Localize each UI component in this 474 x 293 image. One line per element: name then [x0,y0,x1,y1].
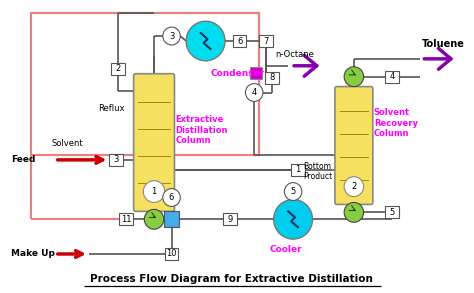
Circle shape [344,202,364,222]
Text: 3: 3 [169,32,174,40]
Circle shape [284,183,302,200]
Bar [119,213,133,225]
Bar [233,35,246,47]
FancyBboxPatch shape [134,74,174,211]
Text: 11: 11 [120,215,131,224]
Bar [165,248,178,260]
Text: 5: 5 [390,208,395,217]
Text: Make Up: Make Up [11,249,55,258]
Bar [291,164,305,176]
Text: Solvent
Recovery
Column: Solvent Recovery Column [374,108,418,138]
Text: Toluene: Toluene [421,39,465,49]
Circle shape [144,209,164,229]
Text: 8: 8 [269,73,274,82]
Text: 2: 2 [116,64,121,73]
Text: 6: 6 [237,37,242,45]
Text: Feed: Feed [11,155,36,164]
Text: Process Flow Diagram for Extractive Distillation: Process Flow Diagram for Extractive Dist… [91,274,373,284]
Circle shape [273,200,312,239]
Text: Reflux: Reflux [99,104,125,113]
Text: Condenser: Condenser [210,69,264,78]
Circle shape [143,181,165,202]
Circle shape [163,189,180,207]
Circle shape [163,27,180,45]
Bar [385,207,399,218]
Text: 6: 6 [169,193,174,202]
Bar [265,72,279,84]
Text: n-Octane: n-Octane [275,50,314,59]
Text: 4: 4 [252,88,257,97]
Bar [259,35,273,47]
Bar [111,63,125,75]
Text: Bottom
Product: Bottom Product [303,162,332,181]
Bar [223,213,237,225]
Circle shape [344,67,364,86]
Bar [30,13,259,155]
Text: 1: 1 [151,187,157,196]
Text: 7: 7 [263,37,269,45]
Circle shape [246,84,263,101]
Text: 3: 3 [113,155,119,164]
Text: Cooler: Cooler [269,245,301,254]
Circle shape [186,21,225,61]
Bar [164,211,179,227]
Bar [385,71,399,83]
Text: Solvent: Solvent [52,139,83,148]
Text: 5: 5 [291,187,296,196]
Text: 4: 4 [390,72,395,81]
Circle shape [344,177,364,197]
Text: Extractive
Distillation
Column: Extractive Distillation Column [175,115,228,145]
FancyBboxPatch shape [335,86,373,205]
Bar [250,67,262,79]
Text: 1: 1 [295,165,301,174]
Text: 10: 10 [166,249,177,258]
Text: 9: 9 [227,215,233,224]
Text: 2: 2 [351,182,356,191]
Bar [109,154,123,166]
